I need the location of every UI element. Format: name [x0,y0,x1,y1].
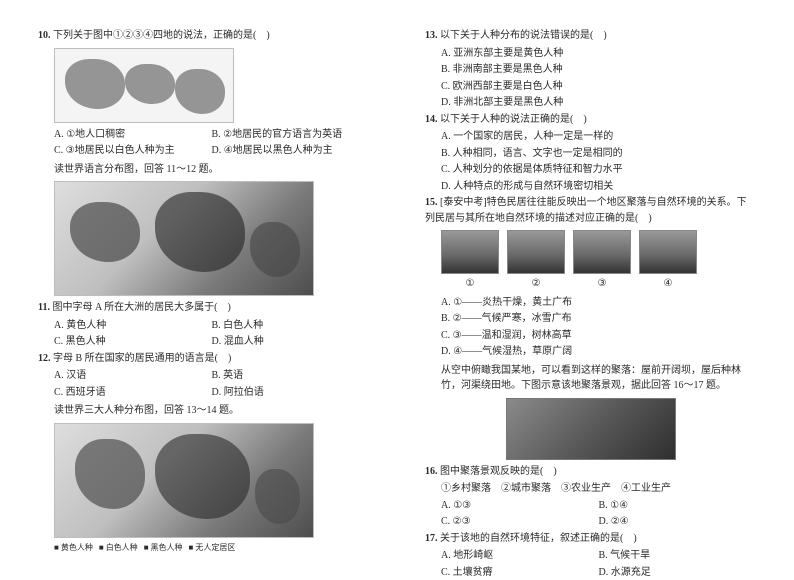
q11-opts-2: C. 黑色人种 D. 混血人种 [54,334,369,350]
q12-optB: B. 英语 [212,368,370,384]
q12-optD: D. 阿拉伯语 [212,385,370,401]
q10-stem: 下列关于图中①②③④四地的说法，正确的是( ) [53,30,270,41]
q17-opts-1: A. 地形崎岖 B. 气候干旱 [441,548,756,564]
q14: 14. 以下关于人种的说法正确的是( ) [425,112,756,128]
q12-note: 读世界三大人种分布图，回答 13～14 题。 [54,403,369,419]
q10-optB: B. ②地居民的官方语言为英语 [212,127,370,143]
q13-map [54,423,314,538]
q16-optA: A. ①③ [441,498,599,514]
q13-optC: C. 欧洲西部主要是白色人种 [441,79,756,95]
q12-num: 12. [38,353,51,364]
q15-optA: A. ①——炎热干燥，黄土广布 [441,295,756,311]
q12-optC: C. 西班牙语 [54,385,212,401]
q15-optC: C. ③——温和湿润，树林高草 [441,328,756,344]
q13-num: 13. [425,30,438,41]
q15-thumb-labels: ① ② ③ ④ [441,276,756,292]
q16-optD: D. ②④ [599,514,757,530]
q10-optD: D. ④地居民以黑色人种为主 [212,143,370,159]
q15-optB: B. ②——气候严寒，冰雪广布 [441,311,756,327]
q15-stem: [泰安中考]特色民居往往能反映出一个地区聚落与自然环境的关系。下列民居与其所在地… [425,197,747,224]
q10-note: 读世界语言分布图，回答 11～12 题。 [54,162,369,178]
q17-optA: A. 地形崎岖 [441,548,599,564]
q11-optD: D. 混血人种 [212,334,370,350]
q12: 12. 字母 B 所在国家的居民通用的语言是( ) [38,351,369,367]
map-legend: 黄色人种 白色人种 黑色人种 无人定居区 [54,542,369,554]
q14-stem: 以下关于人种的说法正确的是( ) [440,114,587,125]
q13: 13. 以下关于人种分布的说法错误的是( ) [425,28,756,44]
q11-optC: C. 黑色人种 [54,334,212,350]
q14-num: 14. [425,114,438,125]
q16: 16. 图中聚落景观反映的是( ) [425,464,756,480]
thumb-3 [573,230,631,274]
q12-opts-1: A. 汉语 B. 英语 [54,368,369,384]
q17-optC: C. 土壤贫瘠 [441,565,599,580]
q10: 10. 下列关于图中①②③④四地的说法，正确的是( ) [38,28,369,44]
q17: 17. 关于该地的自然环境特征，叙述正确的是( ) [425,531,756,547]
legend-1: 黄色人种 [54,542,93,554]
q10-optC: C. ③地居民以白色人种为主 [54,143,212,159]
q14-optA: A. 一个国家的居民，人种一定是一样的 [441,129,756,145]
q17-num: 17. [425,533,438,544]
q11-opts-1: A. 黄色人种 B. 白色人种 [54,318,369,334]
q10-opts-1: A. ①地人口稠密 B. ②地居民的官方语言为英语 [54,127,369,143]
legend-4: 无人定居区 [189,542,236,554]
q13-optB: B. 非洲南部主要是黑色人种 [441,62,756,78]
thumb-label-4: ④ [639,276,697,292]
q13-stem: 以下关于人种分布的说法错误的是( ) [440,30,607,41]
q16-num: 16. [425,466,438,477]
thumb-label-1: ① [441,276,499,292]
thumb-4 [639,230,697,274]
q17-stem: 关于该地的自然环境特征，叙述正确的是( ) [440,533,637,544]
q11-map [54,181,314,296]
q11-stem: 图中字母 A 所在大洲的居民大多属于( ) [52,302,230,313]
q15: 15. [泰安中考]特色民居往往能反映出一个地区聚落与自然环境的关系。下列民居与… [425,195,756,226]
q16-opts-1: A. ①③ B. ①④ [441,498,756,514]
q14-optB: B. 人种相同，语言、文字也一定是相同的 [441,146,756,162]
q17-opts-2: C. 土壤贫瘠 D. 水源充足 [441,565,756,580]
q12-opts-2: C. 西班牙语 D. 阿拉伯语 [54,385,369,401]
q16-line: ①乡村聚落 ②城市聚落 ③农业生产 ④工业生产 [441,481,756,497]
q13-optD: D. 非洲北部主要是黑色人种 [441,95,756,111]
q11-optA: A. 黄色人种 [54,318,212,334]
q10-num: 10. [38,30,51,41]
q17-optD: D. 水源充足 [599,565,757,580]
q10-map [54,48,234,123]
q15-optD: D. ④——气候湿热，草原广阔 [441,344,756,360]
right-column: 13. 以下关于人种分布的说法错误的是( ) A. 亚洲东部主要是黄色人种 B.… [397,0,794,561]
thumb-2 [507,230,565,274]
q15-note: 从空中俯瞰我国某地，可以看到这样的聚落：屋前开阔坝，屋后种林竹，河渠绕田地。下图… [441,363,756,394]
left-column: 10. 下列关于图中①②③④四地的说法，正确的是( ) A. ①地人口稠密 B.… [0,0,397,561]
thumb-1 [441,230,499,274]
q10-optA: A. ①地人口稠密 [54,127,212,143]
q17-optB: B. 气候干旱 [599,548,757,564]
q10-opts-2: C. ③地居民以白色人种为主 D. ④地居民以黑色人种为主 [54,143,369,159]
q14-optD: D. 人种特点的形成与自然环境密切相关 [441,179,756,195]
q11: 11. 图中字母 A 所在大洲的居民大多属于( ) [38,300,369,316]
q16-photo [506,398,676,460]
q11-num: 11. [38,302,50,313]
q12-stem: 字母 B 所在国家的居民通用的语言是( ) [53,353,231,364]
q16-optB: B. ①④ [599,498,757,514]
thumb-label-2: ② [507,276,565,292]
q15-num: 15. [425,197,438,208]
thumb-label-3: ③ [573,276,631,292]
q16-opts-2: C. ②③ D. ②④ [441,514,756,530]
q11-optB: B. 白色人种 [212,318,370,334]
legend-3: 黑色人种 [144,542,183,554]
q12-optA: A. 汉语 [54,368,212,384]
q15-thumbs [441,230,756,274]
legend-2: 白色人种 [99,542,138,554]
q16-optC: C. ②③ [441,514,599,530]
q14-optC: C. 人种划分的依据是体质特征和智力水平 [441,162,756,178]
q16-stem: 图中聚落景观反映的是( ) [440,466,557,477]
q13-optA: A. 亚洲东部主要是黄色人种 [441,46,756,62]
